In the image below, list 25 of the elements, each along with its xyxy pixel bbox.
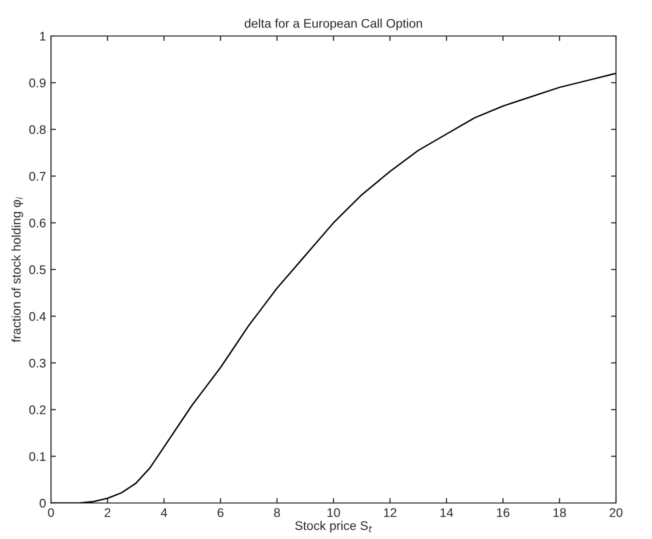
x-tick-label: 2 <box>104 508 110 517</box>
x-tick-label: 16 <box>497 508 510 518</box>
y-tick-label: 0.5 <box>29 265 46 274</box>
x-tick-label: 14 <box>440 508 454 517</box>
y-tick-label: 1 <box>40 32 46 41</box>
x-tick-label: 4 <box>160 508 168 517</box>
y-tick-label: 0 <box>40 498 46 508</box>
y-tick-label: 0.1 <box>29 452 46 461</box>
x-axis-title: Stock price S$_{t}$ <box>295 520 372 533</box>
y-tick-label: 0.2 <box>29 405 46 414</box>
y-tick-label: 0.9 <box>29 78 46 88</box>
y-tick-label: 0.4 <box>29 312 46 321</box>
y-tick-label: 0.6 <box>29 218 46 228</box>
y-tick-label: 0.7 <box>29 172 46 181</box>
x-tick-label: 20 <box>610 508 622 518</box>
x-tick-label: 12 <box>384 508 396 517</box>
y-tick-label: 0.3 <box>29 358 46 368</box>
x-tick-label: 10 <box>328 508 340 518</box>
x-tick-label: 0 <box>48 508 54 518</box>
x-tick-label: 8 <box>274 508 280 518</box>
x-tick-label: 6 <box>218 508 224 518</box>
y-axis-title: fraction of stock holding φ$_{i}$ <box>11 197 24 342</box>
chart-title: delta for a European Call Option <box>244 18 422 30</box>
y-tick-label: 0.8 <box>29 125 46 134</box>
x-tick-label: 18 <box>554 508 566 518</box>
